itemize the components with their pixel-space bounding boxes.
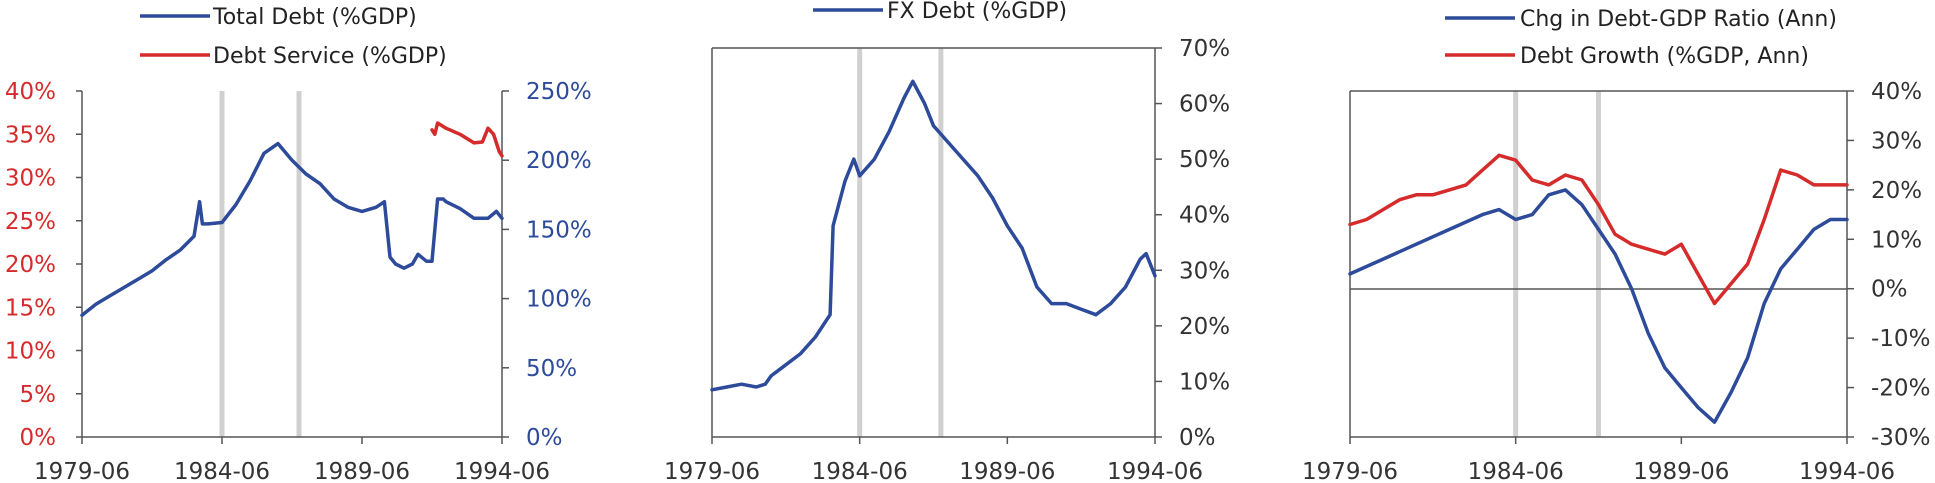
right-tick-label: -20% — [1871, 376, 1930, 402]
right-tick-label: 0% — [526, 425, 563, 451]
x-tick-label: 1979-06 — [1302, 459, 1398, 483]
right-tick-label: 100% — [526, 287, 592, 313]
left-tick-label: 25% — [5, 209, 56, 235]
shaded-band-2 — [938, 48, 944, 437]
right-tick-label: 250% — [526, 79, 592, 105]
series-line-fx-debt-gdp — [710, 79, 1157, 392]
left-tick-label: 20% — [5, 252, 56, 278]
series-line-total-debt-gdp — [80, 141, 504, 317]
right-tick-label: 0% — [1871, 277, 1908, 303]
right-tick-label: 20% — [1179, 314, 1230, 340]
shaded-band-1 — [1513, 91, 1519, 437]
x-tick-label: 1984-06 — [174, 459, 270, 483]
right-tick-label: 0% — [1179, 425, 1216, 451]
shaded-band-2 — [296, 91, 302, 437]
x-tick-label: 1979-06 — [34, 459, 130, 483]
series-line-debt-service-gdp — [430, 121, 504, 158]
right-tick-label: 20% — [1871, 178, 1922, 204]
x-tick-label: 1979-06 — [664, 459, 760, 483]
x-tick-label: 1989-06 — [314, 459, 410, 483]
x-tick-label: 1994-06 — [1799, 459, 1895, 483]
x-tick-label: 1994-06 — [454, 459, 550, 483]
left-tick-label: 30% — [5, 166, 56, 192]
chart-debt-change: Chg in Debt-GDP Ratio (Ann) Debt Growth … — [1302, 7, 1930, 483]
right-tick-label: -10% — [1871, 326, 1930, 352]
right-tick-label: 70% — [1179, 36, 1230, 62]
legend-label-fx-debt: FX Debt (%GDP) — [887, 0, 1067, 24]
x-tick-label: 1989-06 — [1633, 459, 1729, 483]
legend-label-total-debt: Total Debt (%GDP) — [212, 5, 417, 30]
legend-label-chg-ratio: Chg in Debt-GDP Ratio (Ann) — [1520, 7, 1837, 32]
right-tick-label: 50% — [526, 356, 577, 382]
shaded-band-2 — [1596, 91, 1601, 437]
left-tick-label: 15% — [5, 295, 56, 321]
shaded-band-1 — [857, 48, 863, 437]
left-tick-label: 10% — [5, 339, 56, 365]
chart-total-debt: Total Debt (%GDP) Debt Service (%GDP) 40… — [5, 5, 592, 483]
chart-fx-debt: FX Debt (%GDP) 70% 60% 50% 40% 30% 20% 10% 0% 1… — [664, 0, 1230, 483]
right-tick-label: 10% — [1871, 227, 1922, 253]
right-tick-label: 50% — [1179, 147, 1230, 173]
right-tick-label: 200% — [526, 148, 592, 174]
left-tick-label: 35% — [5, 122, 56, 148]
right-tick-label: 30% — [1871, 128, 1922, 154]
series-line-debt-growth-gdp-ann — [1348, 153, 1849, 306]
series-line-chg-in-debt-gdp-ratio-ann — [1348, 188, 1849, 424]
x-tick-label: 1989-06 — [959, 459, 1055, 483]
x-tick-label: 1984-06 — [812, 459, 908, 483]
right-tick-label: 150% — [526, 217, 592, 243]
right-tick-label: 40% — [1179, 203, 1230, 229]
shaded-band-1 — [219, 91, 225, 437]
legend-label-debt-growth: Debt Growth (%GDP, Ann) — [1520, 44, 1809, 69]
left-tick-label: 0% — [20, 425, 57, 451]
legend-label-debt-service: Debt Service (%GDP) — [213, 44, 447, 69]
x-tick-label: 1984-06 — [1468, 459, 1564, 483]
left-tick-label: 40% — [5, 79, 56, 105]
right-tick-label: 40% — [1871, 79, 1922, 105]
left-tick-label: 5% — [20, 382, 57, 408]
right-tick-label: 30% — [1179, 258, 1230, 284]
right-tick-label: -30% — [1871, 425, 1930, 451]
right-tick-label: 10% — [1179, 369, 1230, 395]
right-tick-label: 60% — [1179, 92, 1230, 118]
x-tick-label: 1994-06 — [1107, 459, 1203, 483]
